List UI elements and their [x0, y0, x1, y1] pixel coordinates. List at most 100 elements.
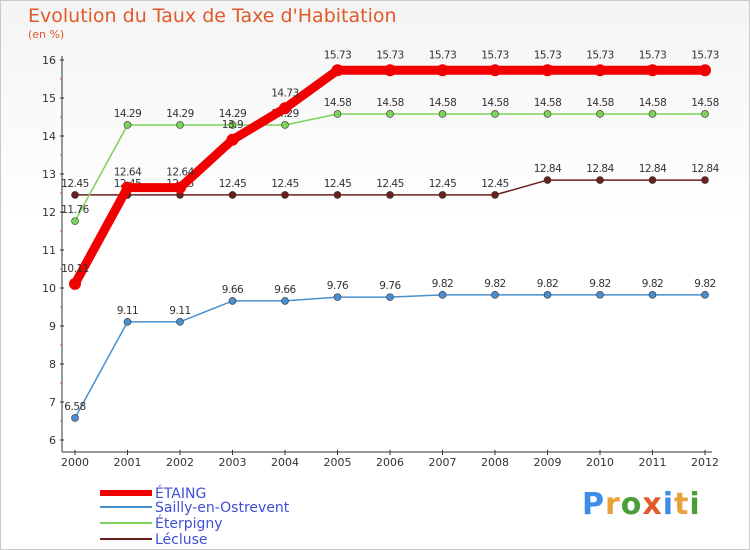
data-label: 9.82: [694, 278, 715, 290]
data-label: 14.58: [429, 97, 457, 109]
data-label: 9.82: [432, 278, 453, 290]
x-tick-label: 2005: [324, 456, 352, 469]
data-label: 12.45: [219, 178, 247, 190]
data-label: 15.73: [429, 49, 457, 61]
data-label: 9.82: [537, 278, 558, 290]
data-label: 9.11: [117, 305, 138, 317]
data-label: 15.73: [691, 49, 719, 61]
y-tick-label: 6: [49, 434, 56, 447]
data-point: [596, 176, 604, 184]
data-label: 9.66: [222, 284, 244, 296]
data-label: 14.29: [166, 108, 194, 120]
x-tick-label: 2001: [114, 456, 142, 469]
data-point: [176, 318, 184, 326]
data-point: [438, 191, 447, 199]
logo-letter: i: [689, 487, 701, 522]
data-point: [384, 64, 396, 77]
data-point: [543, 291, 552, 299]
data-point: [281, 121, 289, 129]
data-label: 15.73: [376, 49, 404, 61]
data-label: 15.73: [534, 49, 562, 61]
logo-letter: x: [642, 487, 663, 522]
legend-swatch-eterpigny: [100, 522, 152, 524]
logo-letter: i: [662, 487, 675, 522]
data-label: 12.45: [429, 178, 457, 190]
data-point: [701, 110, 709, 118]
data-point: [71, 217, 79, 225]
data-label: 12.45: [376, 178, 404, 190]
y-tick-label: 11: [42, 244, 56, 257]
legend-label-lecluse: Lécluse: [155, 532, 208, 548]
data-point: [648, 291, 657, 299]
data-label: 12.45: [324, 178, 352, 190]
y-tick-label: 9: [49, 320, 56, 333]
data-label: 12.45: [271, 178, 299, 190]
data-point: [594, 64, 606, 77]
data-label: 9.82: [484, 278, 505, 290]
chart-title: Evolution du Taux de Taxe d'Habitation: [28, 5, 397, 27]
data-label: 14.58: [481, 97, 509, 109]
data-label: 14.58: [534, 97, 562, 109]
data-label: 14.58: [586, 97, 614, 109]
data-label: 15.73: [639, 49, 667, 61]
data-point: [228, 121, 237, 129]
data-point: [386, 293, 394, 301]
data-point: [541, 64, 554, 77]
legend-swatch-lecluse: [100, 538, 152, 540]
data-label: 9.82: [589, 278, 610, 290]
y-tick-label: 7: [49, 396, 56, 409]
y-tick-label: 12: [42, 206, 56, 219]
data-point: [701, 291, 709, 299]
data-label: 12.84: [534, 163, 562, 175]
data-point: [699, 64, 711, 77]
proxiti-logo: Proxiti: [582, 487, 701, 522]
y-tick-label: 8: [49, 358, 56, 371]
y-tick-label: 14: [42, 130, 56, 143]
data-point: [281, 191, 289, 199]
data-point: [331, 64, 344, 77]
data-label: 12.45: [481, 178, 509, 190]
data-label: 15.73: [324, 49, 352, 61]
data-label: 6.58: [64, 401, 85, 413]
data-label: 14.58: [639, 97, 667, 109]
y-tick-label: 10: [42, 282, 56, 295]
logo-letter: o: [620, 487, 643, 522]
data-point: [648, 110, 657, 118]
data-point: [174, 181, 186, 194]
data-point: [491, 191, 499, 199]
logo-letter: t: [674, 487, 690, 522]
x-tick-label: 2006: [376, 456, 404, 469]
data-point: [543, 110, 552, 118]
data-point: [281, 297, 289, 305]
x-tick-label: 2000: [61, 456, 89, 469]
y-tick-label: 13: [42, 168, 56, 181]
data-label: 12.84: [586, 163, 614, 175]
legend-label-eterpigny: Éterpigny: [155, 516, 223, 532]
data-point: [386, 191, 394, 199]
data-label: 14.73: [271, 87, 299, 99]
legend-label-sailly: Sailly-en-Ostrevent: [155, 500, 290, 516]
data-label: 11.76: [61, 204, 89, 216]
data-label: 14.29: [114, 108, 142, 120]
x-tick-label: 2011: [639, 456, 667, 469]
data-label: 10.11: [61, 263, 89, 275]
data-point: [123, 318, 132, 326]
x-tick-label: 2009: [534, 456, 562, 469]
logo-letter: P: [582, 487, 605, 522]
data-label: 12.84: [639, 163, 667, 175]
data-point: [386, 110, 394, 118]
data-point: [436, 64, 449, 77]
x-tick-label: 2003: [219, 456, 247, 469]
data-label: 9.82: [642, 278, 663, 290]
data-point: [438, 291, 447, 299]
data-label: 14.58: [324, 97, 352, 109]
x-tick-label: 2012: [691, 456, 719, 469]
data-label: 13.9: [222, 119, 243, 131]
legend-swatch-sailly: [100, 506, 152, 508]
chart-subtitle: (en %): [28, 28, 65, 41]
data-point: [491, 110, 499, 118]
data-point: [226, 133, 239, 146]
x-tick-label: 2007: [429, 456, 457, 469]
